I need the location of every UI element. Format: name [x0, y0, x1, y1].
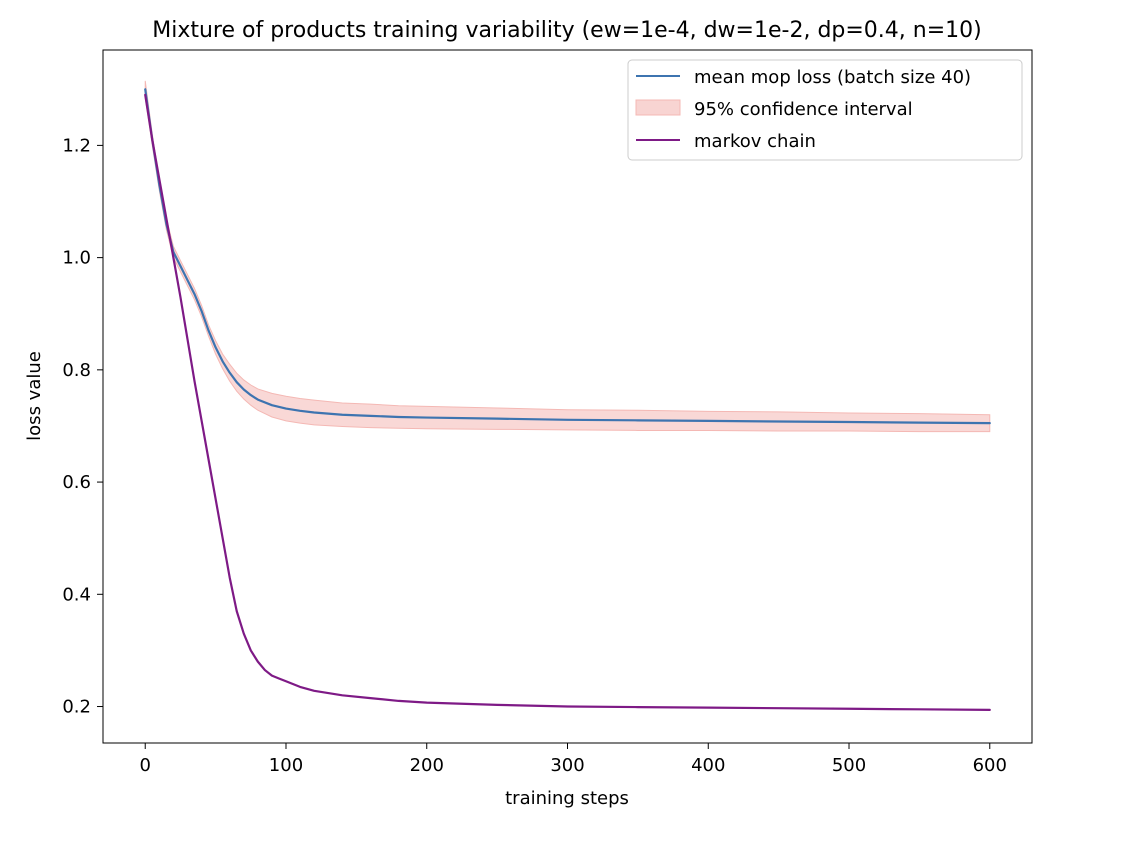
- x-tick-label: 300: [550, 755, 584, 776]
- y-tick-label: 1.0: [62, 248, 91, 269]
- y-tick-label: 0.6: [62, 472, 91, 493]
- x-tick-label: 400: [691, 755, 725, 776]
- series-line-mean-mop-loss: [144, 88, 991, 425]
- y-tick-label: 0.2: [62, 697, 91, 718]
- x-tick-label: 100: [269, 755, 303, 776]
- confidence-band: [144, 80, 991, 433]
- legend-box: [627, 59, 1023, 161]
- x-tick-label: 500: [832, 755, 866, 776]
- legend-label-markov: markov chain: [694, 131, 816, 152]
- y-axis: 0.2 0.4 0.6 0.8 1.0 1.2: [62, 135, 103, 718]
- y-tick-label: 0.8: [62, 360, 91, 381]
- legend-label-ci: 95% confidence interval: [694, 99, 913, 120]
- y-axis-label: loss value: [24, 351, 45, 441]
- series-line-markov-chain: [144, 93, 991, 711]
- legend-label-mean: mean mop loss (batch size 40): [694, 67, 971, 88]
- x-tick-label: 600: [973, 755, 1007, 776]
- legend: mean mop loss (batch size 40) 95% confid…: [627, 59, 1023, 161]
- x-tick-label: 0: [140, 755, 151, 776]
- chart-title: Mixture of products training variability…: [152, 18, 981, 43]
- y-tick-label: 1.2: [62, 135, 91, 156]
- plot-area: [144, 80, 991, 711]
- x-axis-label: training steps: [505, 788, 629, 809]
- x-tick-label: 200: [410, 755, 444, 776]
- legend-swatch-ci: [635, 99, 681, 116]
- y-tick-label: 0.4: [62, 584, 91, 605]
- x-axis: 0 100 200 300 400 500 600: [140, 743, 1007, 776]
